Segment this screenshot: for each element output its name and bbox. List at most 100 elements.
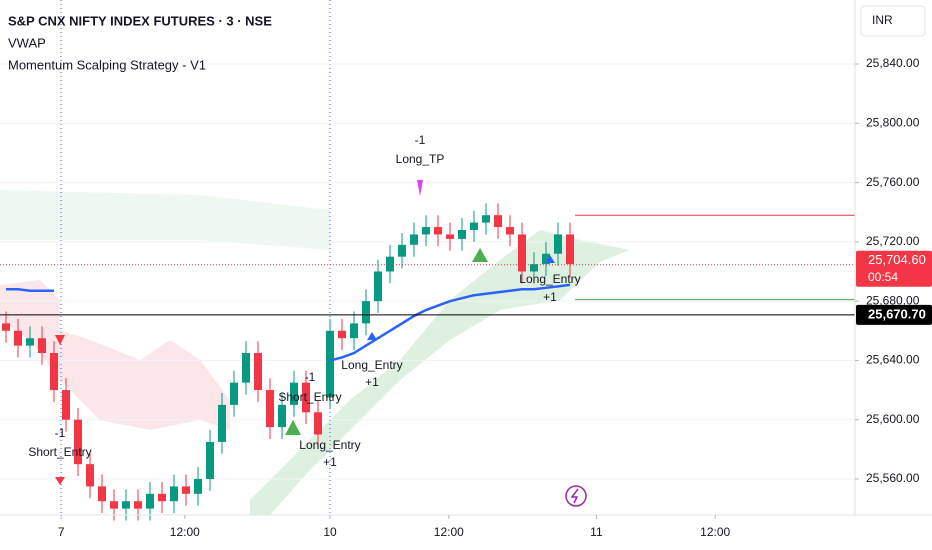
candle-body (350, 323, 358, 339)
candle-body (50, 353, 58, 391)
candle-body (74, 419, 82, 465)
annotation: -1 (55, 426, 66, 440)
candle-body (470, 222, 478, 231)
candle-body (122, 501, 130, 509)
x-tick-label: 12:00 (170, 525, 200, 539)
candle-body (362, 301, 370, 324)
candle-body (494, 215, 502, 228)
annotation: Long_TP (396, 152, 445, 166)
annotation: Short_Entry (278, 390, 341, 404)
signal-marker (285, 420, 301, 435)
candle-body (386, 256, 394, 272)
strategy-label: Momentum Scalping Strategy - V1 (8, 57, 206, 72)
y-tick-label: 25,600.00 (866, 412, 920, 426)
candle-body (338, 330, 346, 339)
signal-marker (55, 335, 65, 345)
candle-body (146, 493, 154, 509)
candle-body (326, 330, 334, 398)
candle-body (566, 234, 574, 265)
candle-body (218, 404, 226, 442)
candle-body (542, 253, 550, 265)
candle-body (434, 227, 442, 235)
signal-marker (417, 180, 423, 196)
countdown-label: 00:54 (868, 270, 898, 284)
signal-marker (472, 248, 488, 262)
candle-body (422, 227, 430, 235)
candle-body (254, 353, 262, 391)
chart-title: S&P CNX NIFTY INDEX FUTURES · 3 · NSE (8, 13, 272, 28)
annotation: Long_Entry (341, 358, 402, 372)
candle-body (86, 464, 94, 487)
vwap-line (6, 283, 571, 362)
candle-body (518, 234, 526, 272)
marked-price-tag (856, 304, 932, 325)
annotation: +1 (323, 455, 337, 469)
marked-price-label: 25,670.70 (868, 306, 926, 321)
y-tick-label: 25,760.00 (866, 175, 920, 189)
candle-body (302, 382, 310, 413)
candle-body (182, 486, 190, 494)
axes: 25,560.00 25,600.00 25,640.00 25,680.00 25,7… (58, 56, 932, 539)
candle-body (134, 501, 142, 509)
candle-body (482, 215, 490, 223)
y-tick-label: 25,640.00 (866, 353, 920, 367)
candle-body (38, 338, 46, 354)
last-price-tag (856, 250, 932, 287)
currency-label: INR (872, 13, 893, 27)
plot-area: -1 Long_TP Long_Entry +1 -1 Short_Entry Long_E… (0, 63, 855, 521)
signal-marker (367, 332, 377, 340)
annotation: -1 (415, 133, 426, 147)
y-tick-label: 25,720.00 (866, 234, 920, 248)
candle-body (266, 390, 274, 428)
y-tick-label: 25,560.00 (866, 471, 920, 485)
candle-body (290, 382, 298, 405)
annotation: -1 (305, 370, 316, 384)
candle-body (410, 234, 418, 245)
candle-body (242, 353, 250, 383)
candle-body (110, 501, 118, 509)
candle-body (374, 271, 382, 302)
candle-body (170, 486, 178, 502)
candle-body (206, 441, 214, 479)
annotation: +1 (365, 375, 379, 389)
cloud (0, 190, 330, 250)
candle-body (554, 234, 562, 254)
last-price-label: 25,704.60 (868, 252, 926, 267)
candle-body (62, 390, 70, 420)
y-tick-label: 25,840.00 (866, 56, 920, 70)
currency-button[interactable] (860, 5, 926, 37)
y-tick-label: 25,680.00 (866, 293, 920, 307)
candle-body (14, 330, 22, 346)
event-icon[interactable] (565, 485, 587, 507)
annotation: Short_Entry (28, 445, 91, 459)
candle-body (446, 234, 454, 239)
candle-body (2, 323, 10, 331)
candle-body (314, 412, 322, 435)
candle-body (194, 478, 202, 494)
x-tick-label: 11 (590, 525, 603, 539)
indicator-label: VWAP (8, 35, 46, 50)
annotation: +1 (543, 290, 557, 304)
y-tick-label: 25,800.00 (866, 115, 920, 129)
annotation: Long_Entry (519, 272, 580, 286)
annotation: Long_Entry (299, 438, 360, 452)
candle-body (26, 338, 34, 346)
candle-body (530, 264, 538, 272)
candle-body (158, 493, 166, 502)
x-tick-label: 12:00 (434, 525, 464, 539)
candle-body (398, 244, 406, 257)
signal-marker (545, 255, 555, 263)
candle-body (230, 382, 238, 405)
x-tick-label: 7 (58, 525, 65, 539)
x-tick-label: 12:00 (700, 525, 730, 539)
candle-body (458, 230, 466, 239)
cloud (0, 280, 230, 430)
candle-body (98, 486, 106, 502)
event-icon-bolt (570, 488, 579, 504)
x-tick-label: 10 (323, 525, 337, 539)
candle-body (278, 404, 286, 428)
candle-body (506, 227, 514, 235)
